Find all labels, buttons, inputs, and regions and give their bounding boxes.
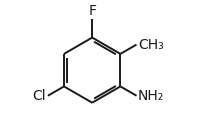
Text: F: F bbox=[88, 4, 96, 18]
Text: NH₂: NH₂ bbox=[138, 89, 164, 103]
Text: Cl: Cl bbox=[33, 89, 46, 103]
Text: CH₃: CH₃ bbox=[138, 38, 164, 52]
